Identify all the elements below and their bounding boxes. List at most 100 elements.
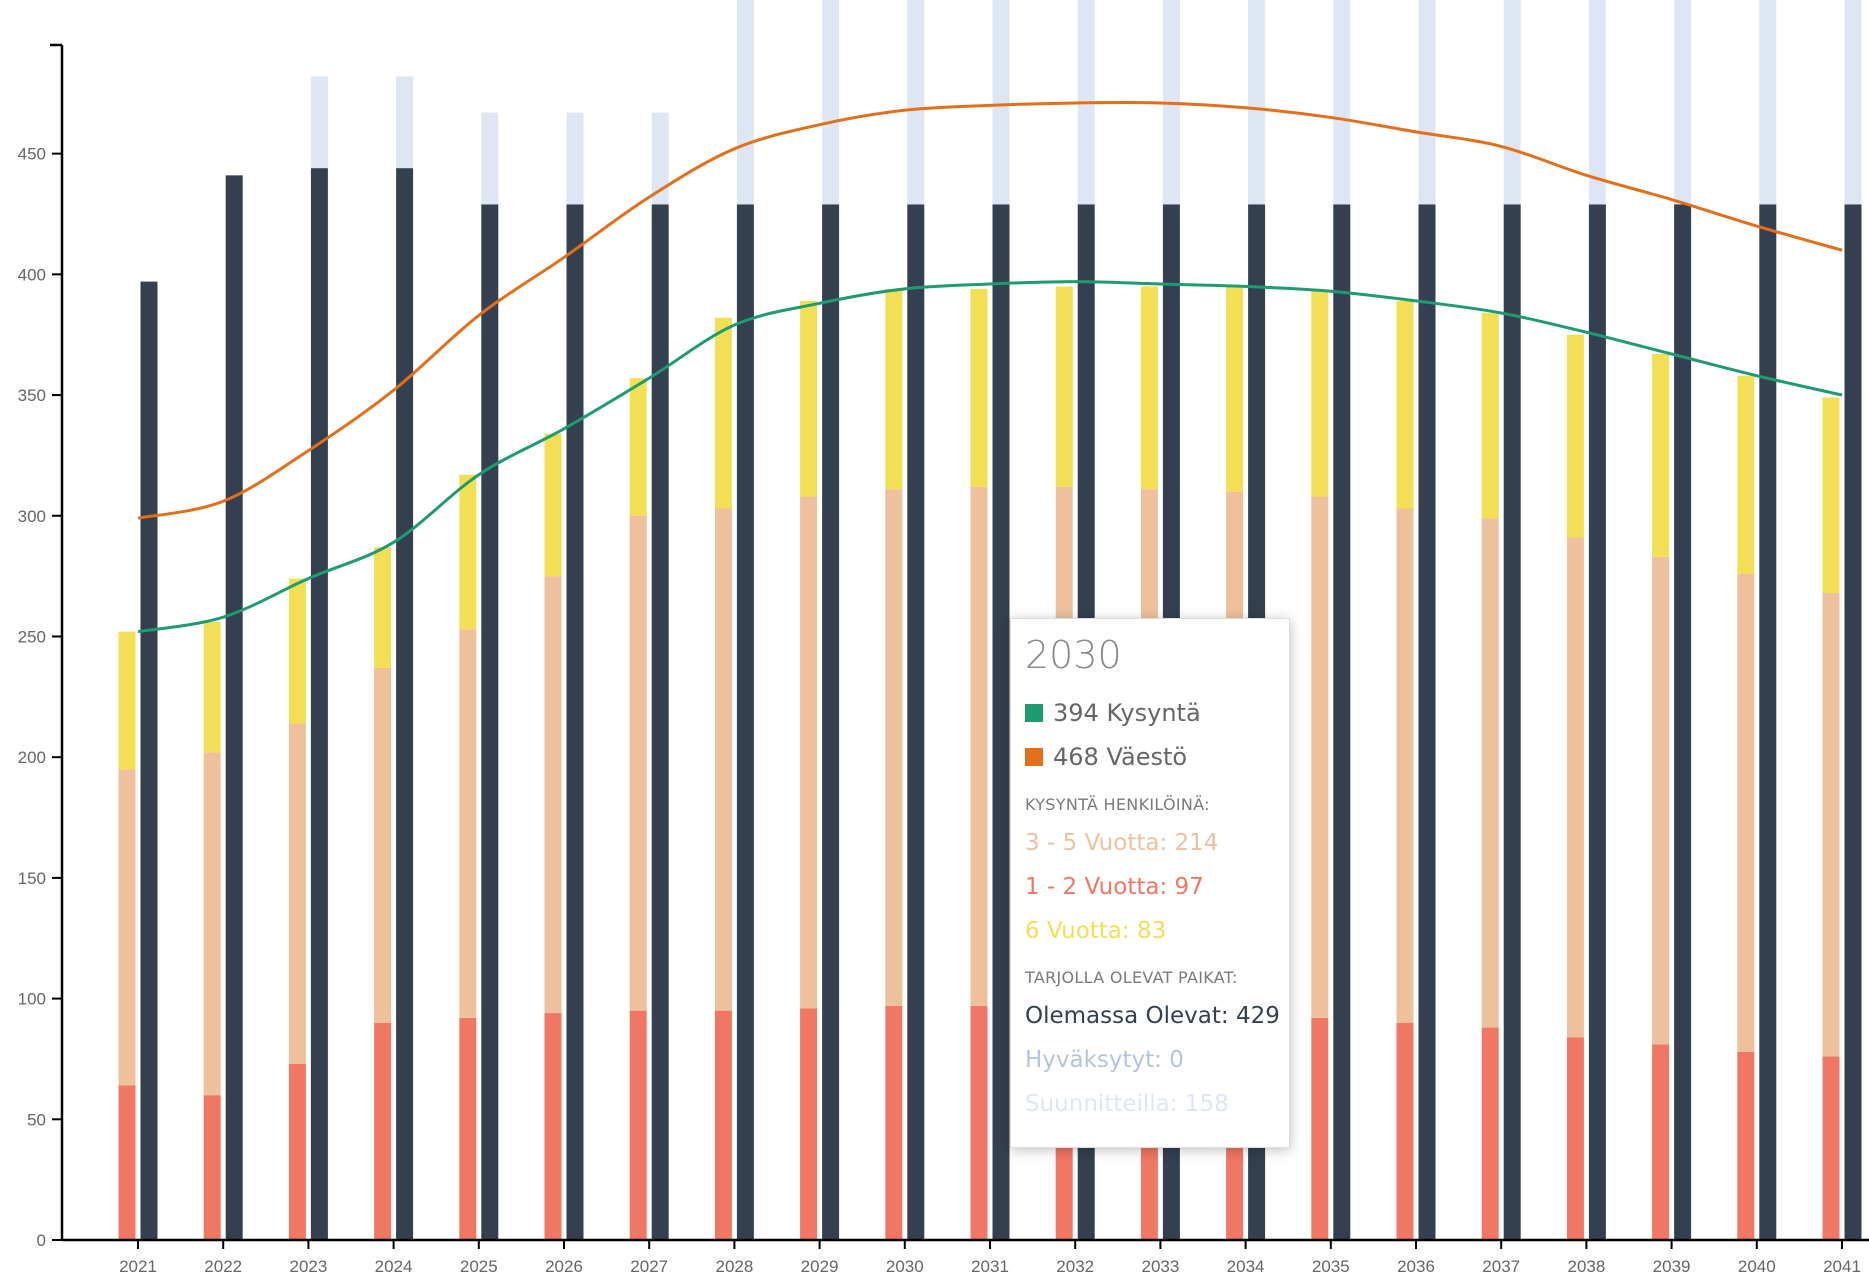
x-tick-label-2037: 2037 — [1482, 1257, 1520, 1276]
tooltip-section-supply: TARJOLLA OLEVAT PAIKAT: — [1025, 968, 1238, 987]
bar-supply-2026-Suunnitteilla — [566, 112, 584, 205]
x-tick-label-2035: 2035 — [1312, 1257, 1350, 1276]
bar-supply-2035-Suunnitteilla — [1333, 0, 1351, 205]
bar-demand-2024-3-5Vuotta — [374, 667, 392, 1023]
bar-demand-2027-3-5Vuotta — [629, 515, 647, 1011]
y-tick-label-100: 100 — [18, 990, 46, 1009]
line-vest — [137, 100, 1843, 520]
bar-demand-2037-1-2Vuotta — [1481, 1027, 1499, 1240]
bar-demand-2025-1-2Vuotta — [459, 1017, 477, 1240]
bar-supply-2021-OlemassaOlevat — [140, 281, 158, 1241]
bar-demand-2031-1-2Vuotta — [970, 1005, 988, 1240]
bar-demand-2041-6Vuotta — [1822, 397, 1840, 594]
tooltip-title: 2030 — [1025, 633, 1122, 677]
x-tick-label-2027: 2027 — [630, 1257, 668, 1276]
x-tick-label-2036: 2036 — [1397, 1257, 1435, 1276]
bar-demand-2028-1-2Vuotta — [714, 1010, 732, 1240]
bar-demand-2041-3-5Vuotta — [1822, 593, 1840, 1057]
bar-supply-2024-Suunnitteilla — [396, 76, 414, 169]
bar-demand-2041-1-2Vuotta — [1822, 1056, 1840, 1240]
tooltip: 2030 394 Kysyntä 468 Väestö KYSYNTÄ HENK… — [1010, 618, 1290, 1148]
bar-demand-2023-6Vuotta — [288, 578, 306, 724]
bar-demand-2032-6Vuotta — [1055, 286, 1073, 487]
bar-supply-2030-Suunnitteilla — [907, 0, 925, 205]
bar-demand-2038-6Vuotta — [1566, 334, 1584, 538]
tooltip-kysynta: 394 Kysyntä — [1053, 699, 1201, 727]
y-tick-label-450: 450 — [18, 145, 46, 164]
tooltip-line-3-5: 3 - 5 Vuotta: 214 — [1025, 830, 1219, 856]
bar-demand-2036-3-5Vuotta — [1396, 508, 1414, 1023]
bar-demand-2037-3-5Vuotta — [1481, 518, 1499, 1028]
tooltip-kysynta-row: 394 Kysyntä — [1025, 699, 1281, 727]
y-tick-label-350: 350 — [18, 386, 46, 405]
bar-supply-2028-Suunnitteilla — [736, 0, 754, 205]
y-tick-label-250: 250 — [18, 627, 46, 646]
bar-supply-2031-Suunnitteilla — [992, 0, 1010, 205]
x-tick-label-2021: 2021 — [119, 1257, 157, 1276]
bar-supply-2038-OlemassaOlevat — [1588, 204, 1606, 1240]
bar-demand-2035-3-5Vuotta — [1311, 496, 1329, 1018]
bar-demand-2023-3-5Vuotta — [288, 723, 306, 1064]
bar-demand-2024-6Vuotta — [374, 547, 392, 668]
bar-supply-2041-OlemassaOlevat — [1844, 204, 1862, 1240]
bar-demand-2039-3-5Vuotta — [1652, 556, 1670, 1045]
x-tick-label-2028: 2028 — [715, 1257, 753, 1276]
bar-demand-2022-6Vuotta — [203, 621, 221, 753]
bar-supply-2027-OlemassaOlevat — [651, 204, 669, 1240]
x-tick-label-2023: 2023 — [289, 1257, 327, 1276]
x-tick-label-2032: 2032 — [1056, 1257, 1094, 1276]
bar-demand-2029-3-5Vuotta — [800, 496, 818, 1009]
bar-demand-2040-1-2Vuotta — [1737, 1051, 1755, 1240]
y-tick-label-200: 200 — [18, 748, 46, 767]
x-tick-label-2030: 2030 — [886, 1257, 924, 1276]
bar-supply-2024-OlemassaOlevat — [396, 168, 414, 1240]
bar-demand-2028-6Vuotta — [714, 317, 732, 509]
tooltip-line-approved: Hyväksytyt: 0 — [1025, 1047, 1184, 1073]
bar-demand-2025-6Vuotta — [459, 474, 477, 630]
x-tick-label-2034: 2034 — [1227, 1257, 1265, 1276]
bar-demand-2035-1-2Vuotta — [1311, 1017, 1329, 1240]
line-kysynt — [137, 280, 1843, 634]
x-tick-label-2029: 2029 — [801, 1257, 839, 1276]
bar-demand-2026-1-2Vuotta — [544, 1013, 562, 1240]
bar-demand-2026-3-5Vuotta — [544, 576, 562, 1014]
bar-supply-2023-Suunnitteilla — [310, 76, 328, 169]
bar-supply-2025-OlemassaOlevat — [481, 204, 499, 1240]
bar-demand-2035-6Vuotta — [1311, 291, 1329, 497]
x-tick-label-2024: 2024 — [375, 1257, 413, 1276]
bar-demand-2031-3-5Vuotta — [970, 486, 988, 1006]
bar-demand-2039-1-2Vuotta — [1652, 1044, 1670, 1240]
bar-supply-2038-Suunnitteilla — [1588, 0, 1606, 205]
x-tick-label-2026: 2026 — [545, 1257, 583, 1276]
y-tick-label-0: 0 — [37, 1231, 46, 1250]
bar-demand-2038-3-5Vuotta — [1566, 537, 1584, 1038]
bar-supply-2034-Suunnitteilla — [1248, 0, 1266, 205]
bar-supply-2029-OlemassaOlevat — [822, 204, 840, 1240]
bar-demand-2026-6Vuotta — [544, 433, 562, 577]
x-tick-label-2033: 2033 — [1141, 1257, 1179, 1276]
bar-demand-2025-3-5Vuotta — [459, 629, 477, 1018]
bar-demand-2027-1-2Vuotta — [629, 1010, 647, 1240]
axis-layer: 0 50 100 150 200 250 300 350 400 450 2021 2022 2023 2… — [18, 43, 1869, 1276]
bar-supply-2039-OlemassaOlevat — [1674, 204, 1692, 1240]
bar-supply-2035-OlemassaOlevat — [1333, 204, 1351, 1240]
bar-supply-2037-Suunnitteilla — [1503, 0, 1521, 205]
bar-supply-2031-OlemassaOlevat — [992, 204, 1010, 1240]
x-tick-label-2031: 2031 — [971, 1257, 1009, 1276]
tooltip-section-demand: KYSYNTÄ HENKILÖINÄ: — [1025, 795, 1210, 814]
bar-supply-2039-Suunnitteilla — [1674, 0, 1692, 205]
tooltip-vaesto: 468 Väestö — [1053, 743, 1188, 771]
bar-demand-2028-3-5Vuotta — [714, 508, 732, 1011]
x-tick-label-2041: 2041 — [1823, 1257, 1861, 1276]
bar-demand-2021-3-5Vuotta — [118, 769, 136, 1086]
bar-demand-2030-1-2Vuotta — [885, 1005, 903, 1240]
y-tick-label-50: 50 — [27, 1110, 46, 1129]
bar-demand-2021-1-2Vuotta — [118, 1085, 136, 1240]
bar-supply-2030-OlemassaOlevat — [907, 204, 925, 1240]
x-tick-label-2022: 2022 — [204, 1257, 242, 1276]
bar-demand-2027-6Vuotta — [629, 378, 647, 516]
bar-demand-2037-6Vuotta — [1481, 312, 1499, 519]
bar-supply-2037-OlemassaOlevat — [1503, 204, 1521, 1240]
bar-supply-2040-OlemassaOlevat — [1759, 204, 1777, 1240]
